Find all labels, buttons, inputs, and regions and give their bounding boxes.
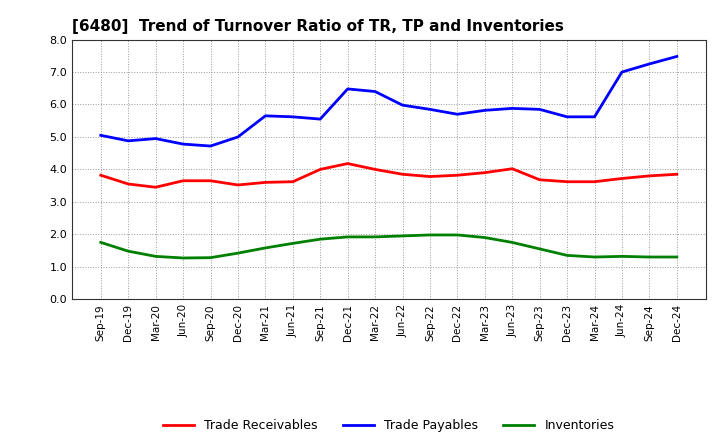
Trade Payables — [426, 107, 434, 112]
Trade Receivables — [563, 179, 572, 184]
Trade Receivables — [536, 177, 544, 183]
Inventories — [618, 254, 626, 259]
Trade Receivables — [343, 161, 352, 166]
Trade Receivables — [645, 173, 654, 179]
Trade Payables — [672, 54, 681, 59]
Trade Receivables — [124, 181, 132, 187]
Inventories — [480, 235, 489, 240]
Trade Payables — [508, 106, 516, 111]
Trade Receivables — [289, 179, 297, 184]
Trade Payables — [289, 114, 297, 120]
Inventories — [316, 237, 325, 242]
Inventories — [672, 254, 681, 260]
Inventories — [563, 253, 572, 258]
Trade Receivables — [206, 178, 215, 183]
Trade Receivables — [480, 170, 489, 175]
Inventories — [536, 246, 544, 252]
Trade Receivables — [618, 176, 626, 181]
Trade Payables — [261, 113, 270, 118]
Trade Payables — [151, 136, 160, 141]
Inventories — [453, 232, 462, 238]
Trade Payables — [453, 112, 462, 117]
Trade Payables — [480, 108, 489, 113]
Inventories — [590, 254, 599, 260]
Trade Payables — [371, 89, 379, 94]
Trade Receivables — [316, 167, 325, 172]
Inventories — [124, 249, 132, 254]
Trade Receivables — [371, 167, 379, 172]
Trade Payables — [645, 61, 654, 66]
Trade Receivables — [179, 178, 187, 183]
Trade Payables — [343, 86, 352, 92]
Legend: Trade Receivables, Trade Payables, Inventories: Trade Receivables, Trade Payables, Inven… — [158, 414, 619, 437]
Trade Receivables — [426, 174, 434, 179]
Trade Payables — [124, 138, 132, 143]
Trade Payables — [233, 134, 242, 139]
Trade Receivables — [261, 180, 270, 185]
Trade Payables — [398, 103, 407, 108]
Inventories — [233, 250, 242, 256]
Inventories — [645, 254, 654, 260]
Trade Payables — [179, 141, 187, 147]
Inventories — [96, 240, 105, 245]
Trade Receivables — [151, 185, 160, 190]
Trade Receivables — [233, 182, 242, 187]
Trade Receivables — [672, 172, 681, 177]
Trade Payables — [590, 114, 599, 120]
Inventories — [206, 255, 215, 260]
Inventories — [179, 255, 187, 260]
Inventories — [151, 254, 160, 259]
Trade Payables — [563, 114, 572, 120]
Trade Payables — [206, 143, 215, 149]
Trade Payables — [536, 107, 544, 112]
Trade Payables — [96, 133, 105, 138]
Line: Inventories: Inventories — [101, 235, 677, 258]
Inventories — [261, 245, 270, 250]
Trade Receivables — [590, 179, 599, 184]
Line: Trade Receivables: Trade Receivables — [101, 164, 677, 187]
Inventories — [289, 241, 297, 246]
Trade Receivables — [453, 172, 462, 178]
Trade Receivables — [508, 166, 516, 172]
Trade Payables — [618, 70, 626, 75]
Line: Trade Payables: Trade Payables — [101, 56, 677, 146]
Inventories — [371, 234, 379, 239]
Inventories — [398, 233, 407, 238]
Trade Payables — [316, 117, 325, 122]
Text: [6480]  Trend of Turnover Ratio of TR, TP and Inventories: [6480] Trend of Turnover Ratio of TR, TP… — [72, 19, 564, 34]
Trade Receivables — [96, 172, 105, 178]
Trade Receivables — [398, 172, 407, 177]
Inventories — [426, 232, 434, 238]
Inventories — [508, 240, 516, 245]
Inventories — [343, 234, 352, 239]
